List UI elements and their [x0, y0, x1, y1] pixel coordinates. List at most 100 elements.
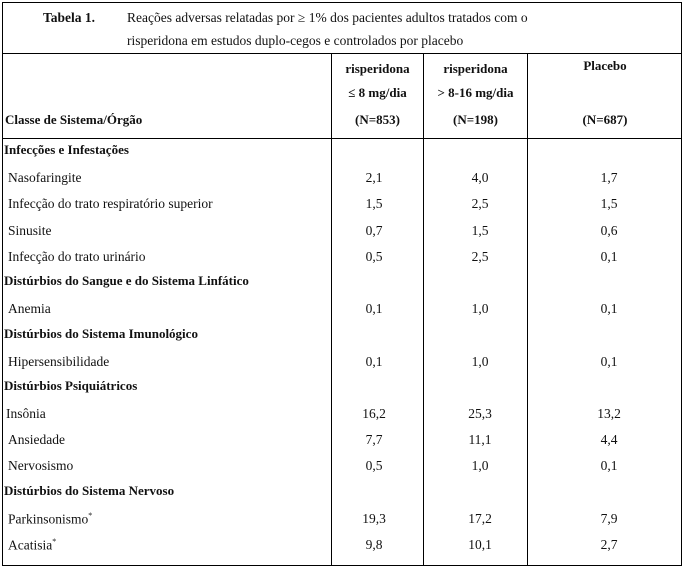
col-divider-2: [423, 54, 424, 566]
reaction-name: Sinusite: [8, 223, 52, 239]
header-divider: [2, 138, 682, 139]
value-cell-col1: 0,1: [365, 353, 383, 369]
table-caption: Tabela 1. Reações adversas relatadas por…: [2, 2, 682, 54]
row-label: Infecções e Infestações: [4, 142, 129, 157]
row-label: Acatisia: [8, 537, 53, 553]
value-cell-col3: 1,7: [600, 170, 618, 185]
value-cell-col2: 1,0: [471, 301, 489, 317]
value-cell-col1: 1,5: [365, 196, 383, 212]
header-col1-line2: ≤ 8 mg/dia: [348, 85, 407, 100]
value-cell-col2: 1,5: [471, 222, 489, 238]
reaction-name: Infecção do trato respiratório superior: [8, 196, 213, 212]
value-cell-col3: 4,4: [600, 432, 618, 448]
category-row: Distúrbios do Sistema Imunológico: [2, 324, 682, 350]
value-cell-col3: 13,2: [597, 405, 621, 421]
table-row: Parkinsonismo* 19,3 17,2 7,9: [2, 507, 682, 533]
table-row: Ansiedade 7,7 11,1 4,4: [2, 428, 682, 454]
value-cell-col1: 16,2: [362, 405, 386, 421]
table-row: Insônia 16,2 25,3 13,2: [2, 402, 682, 428]
header-class: Classe de Sistema/Órgão: [5, 112, 143, 127]
value-cell-col2: 4,0: [471, 170, 489, 185]
row-label: Infecção do trato respiratório superior: [8, 196, 213, 212]
header-col2-line1: risperidona: [443, 61, 508, 76]
row-label: Anemia: [8, 301, 51, 317]
col-divider-1: [331, 54, 332, 566]
category-row: Distúrbios do Sangue e do Sistema Linfát…: [2, 271, 682, 297]
category-name: Infecções e Infestações: [4, 142, 129, 158]
table-row: Anemia 0,1 1,0 0,1: [2, 297, 682, 323]
value-cell-col2: 2,5: [471, 248, 489, 264]
value-cell-col3: 0,6: [600, 222, 618, 238]
category-name: Distúrbios do Sistema Imunológico: [4, 326, 198, 342]
category-row: Distúrbios Psiquiátricos: [2, 376, 682, 402]
header-col2-line2: > 8-16 mg/dia: [437, 85, 514, 100]
category-row: Distúrbios do Sistema Nervoso: [2, 481, 682, 507]
row-label: Distúrbios do Sistema Imunológico: [4, 325, 198, 341]
reaction-name: Nervosismo: [8, 458, 73, 474]
header-col1-line3: (N=853): [355, 112, 400, 127]
row-label: Parkinsonismo: [8, 511, 89, 527]
reaction-name: Ansiedade: [8, 432, 65, 448]
value-cell-col3: 0,1: [600, 458, 618, 474]
col-divider-3: [527, 54, 528, 566]
value-cell-col1: 0,5: [365, 458, 383, 474]
reaction-name: Parkinsonismo*: [8, 511, 92, 528]
value-cell-col2: 11,1: [468, 432, 492, 448]
table-label: Tabela 1.: [43, 10, 96, 25]
footnote-marker: *: [52, 537, 57, 546]
reaction-name: Insônia: [6, 406, 46, 422]
value-cell-col1: 0,5: [365, 248, 383, 264]
value-cell-col2: 17,2: [468, 510, 492, 526]
table-row: Infecção do trato urinário 0,5 2,5 0,1: [2, 245, 682, 271]
value-cell-col1: 2,1: [365, 170, 383, 185]
table-row: Infecção do trato respiratório superior 1…: [2, 192, 682, 218]
reaction-name: Hipersensibilidade: [8, 354, 109, 370]
row-label: Nervosismo: [8, 458, 74, 474]
table-row: Nervosismo 0,5 1,0 0,1: [2, 454, 682, 480]
value-cell-col1: 7,7: [365, 432, 383, 448]
caption-line-2: risperidona em estudos duplo-cegos e con…: [127, 33, 464, 48]
caption-line-1: Reações adversas relatadas por ≥ 1% dos …: [127, 10, 528, 25]
header-col2-line3: (N=198): [453, 112, 498, 127]
category-row: Infecções e Infestações: [2, 140, 682, 166]
value-cell-col3: 2,7: [600, 537, 618, 552]
row-label: Distúrbios Psiquiátricos: [4, 377, 138, 393]
table-row: Hipersensibilidade 0,1 1,0 0,1: [2, 350, 682, 376]
value-cell-col1: 0,7: [365, 222, 383, 238]
header-col1-line1: risperidona: [345, 61, 410, 76]
table-row: Nasofaringite 2,1 4,0 1,7: [2, 166, 682, 192]
value-cell-col2: 1,0: [471, 353, 489, 369]
row-label: Infecção do trato urinário: [8, 248, 146, 264]
reaction-name: Nasofaringite: [8, 170, 81, 186]
row-label: Hipersensibilidade: [8, 353, 110, 369]
category-name: Distúrbios do Sangue e do Sistema Linfát…: [4, 273, 249, 289]
value-cell-col2: 2,5: [471, 196, 489, 212]
value-cell-col3: 7,9: [600, 510, 618, 526]
value-cell-col1: 19,3: [362, 510, 386, 526]
header-col3-line1: Placebo: [583, 58, 627, 73]
value-cell-col3: 0,1: [600, 353, 618, 369]
row-label: Distúrbios do Sistema Nervoso: [4, 482, 175, 498]
value-cell-col3: 0,1: [600, 248, 618, 264]
table-row: Acatisia* 9,8 10,1 2,7: [2, 533, 682, 559]
value-cell-col3: 1,5: [600, 196, 618, 212]
value-cell-col2: 25,3: [468, 405, 492, 421]
reaction-name: Infecção do trato urinário: [8, 249, 146, 265]
row-label: Sinusite: [8, 222, 52, 238]
reaction-name: Acatisia*: [8, 537, 56, 554]
category-name: Distúrbios Psiquiátricos: [4, 378, 137, 394]
reaction-name: Anemia: [8, 301, 51, 317]
header-col3-line2: (N=687): [582, 112, 628, 127]
value-cell-col2: 1,0: [471, 458, 489, 474]
row-label: Nasofaringite: [8, 170, 82, 185]
table-row: Sinusite 0,7 1,5 0,6: [2, 219, 682, 245]
value-cell-col1: 0,1: [365, 301, 383, 317]
value-cell-col1: 9,8: [365, 537, 383, 552]
footnote-marker: *: [88, 510, 93, 520]
row-label: Insônia: [6, 405, 46, 421]
row-label: Ansiedade: [8, 432, 65, 448]
value-cell-col3: 0,1: [600, 301, 618, 317]
category-name: Distúrbios do Sistema Nervoso: [4, 483, 174, 499]
value-cell-col2: 10,1: [468, 537, 492, 552]
